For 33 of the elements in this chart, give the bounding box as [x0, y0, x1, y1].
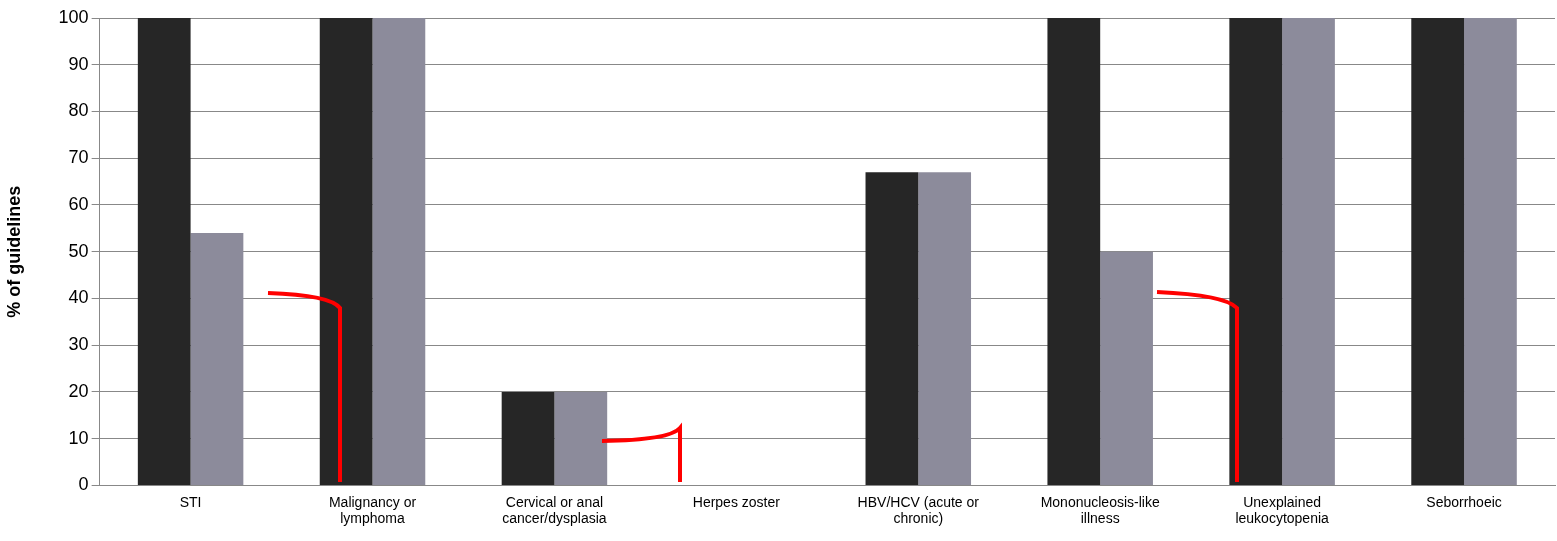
- y-axis-title: % of guidelines: [3, 185, 24, 318]
- bar: [1411, 18, 1465, 485]
- x-tick-label: HBV/HCV (acute or chronic): [857, 493, 980, 527]
- y-tick-label: 70: [68, 147, 89, 168]
- y-tick-label: 60: [68, 193, 89, 214]
- x-tick-label: Mononucleosis-like illness: [1040, 493, 1160, 527]
- x-tick-label: Cervical or anal cancer/dysplasia: [502, 493, 607, 527]
- bar: [1229, 18, 1283, 485]
- x-tick-label: Herpes zoster: [692, 493, 781, 510]
- bar: [319, 18, 373, 485]
- y-tick-label: 80: [68, 100, 89, 121]
- y-tick-label: 40: [68, 287, 89, 308]
- bar: [1047, 18, 1101, 485]
- bar: [1100, 251, 1153, 485]
- y-tick-label: 30: [68, 334, 89, 355]
- bar: [190, 233, 244, 485]
- y-tick-label: 0: [78, 474, 89, 495]
- bar: [1282, 18, 1335, 485]
- y-tick-label: 100: [58, 6, 89, 27]
- bar: [865, 172, 919, 485]
- bar: [918, 172, 972, 485]
- bar: [501, 391, 555, 485]
- bar: [372, 18, 426, 485]
- x-tick-label: Unexplained leukocytopenia: [1235, 493, 1330, 527]
- y-tick-label: 50: [68, 240, 89, 261]
- x-tick-label: STI: [179, 493, 202, 510]
- y-tick-label: 20: [68, 380, 89, 401]
- x-tick-label: Malignancy or lymphoma: [328, 493, 417, 527]
- x-tick-label: Seborrhoeic: [1426, 493, 1502, 510]
- bar: [1464, 18, 1517, 485]
- y-tick-label: 90: [68, 53, 89, 74]
- y-tick-label: 10: [68, 427, 89, 448]
- bar: [137, 18, 191, 485]
